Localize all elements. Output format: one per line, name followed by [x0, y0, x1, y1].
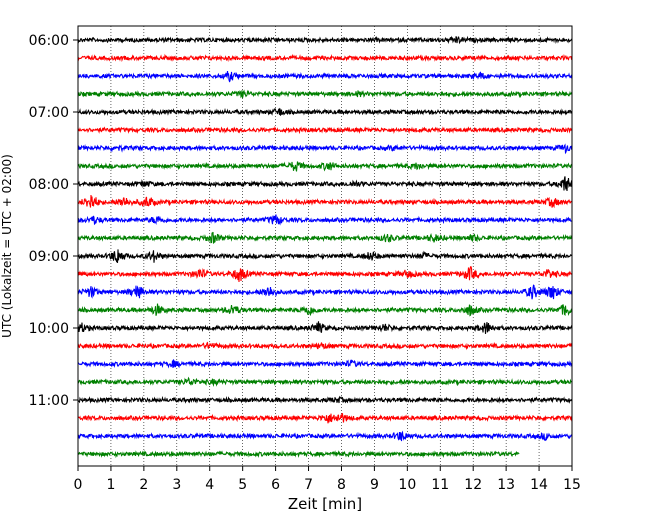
x-axis-label: Zeit [min] [288, 495, 362, 513]
trace-0900 [77, 249, 573, 263]
x-tick-label: 4 [205, 477, 214, 493]
trace-0915 [77, 266, 573, 283]
trace-1145 [77, 449, 520, 459]
y-tick-label: 08:00 [29, 177, 69, 193]
trace-0930 [77, 284, 573, 300]
x-tick-label: 6 [271, 477, 280, 493]
y-tick-label: 10:00 [29, 321, 69, 337]
trace-1130 [77, 430, 573, 442]
y-tick-label: 06:00 [29, 33, 69, 49]
x-tick-label: 1 [106, 477, 115, 493]
trace-0645 [77, 89, 573, 99]
trace-1045 [77, 376, 573, 388]
seismogram-traces [77, 35, 573, 459]
trace-0830 [77, 214, 573, 226]
trace-0745 [77, 161, 573, 172]
y-tick-label: 11:00 [29, 393, 69, 409]
x-tick-label: 11 [431, 477, 449, 493]
x-tick-label: 8 [337, 477, 346, 493]
trace-0615 [77, 53, 573, 63]
x-grid [110, 26, 540, 466]
x-tick-label: 3 [172, 477, 181, 493]
trace-0700 [77, 107, 573, 116]
x-tick-label: 10 [398, 477, 416, 493]
trace-1030 [77, 359, 573, 369]
trace-0600 [77, 35, 573, 45]
y-tick-label: 09:00 [29, 249, 69, 265]
y-axis: 06:00 07:00 08:00 09:00 10:00 11:00 [29, 33, 78, 409]
trace-1015 [77, 341, 573, 351]
trace-0845 [77, 231, 573, 244]
y-axis-label: UTC (Lokalzeit = UTC + 02:00) [0, 154, 14, 338]
trace-1000 [77, 321, 573, 334]
x-tick-label: 12 [464, 477, 482, 493]
trace-1115 [77, 413, 573, 424]
trace-1100 [77, 395, 573, 404]
trace-0630 [77, 71, 573, 83]
x-tick-label: 14 [530, 477, 548, 493]
trace-0715 [77, 125, 573, 135]
trace-0730 [77, 143, 573, 155]
trace-0945 [77, 303, 573, 317]
x-tick-label: 0 [74, 477, 83, 493]
trace-0815 [77, 194, 573, 209]
x-tick-label: 5 [238, 477, 247, 493]
plot-frame [77, 25, 573, 467]
x-tick-label: 13 [497, 477, 515, 493]
x-tick-label: 15 [563, 477, 581, 493]
x-tick-label: 9 [370, 477, 379, 493]
trace-0800 [77, 176, 573, 192]
x-tick-label: 7 [304, 477, 313, 493]
y-tick-label: 07:00 [29, 105, 69, 121]
x-axis: 0 1 2 3 4 5 6 7 8 9 10 11 12 13 14 15 [74, 466, 581, 493]
x-tick-label: 2 [139, 477, 148, 493]
